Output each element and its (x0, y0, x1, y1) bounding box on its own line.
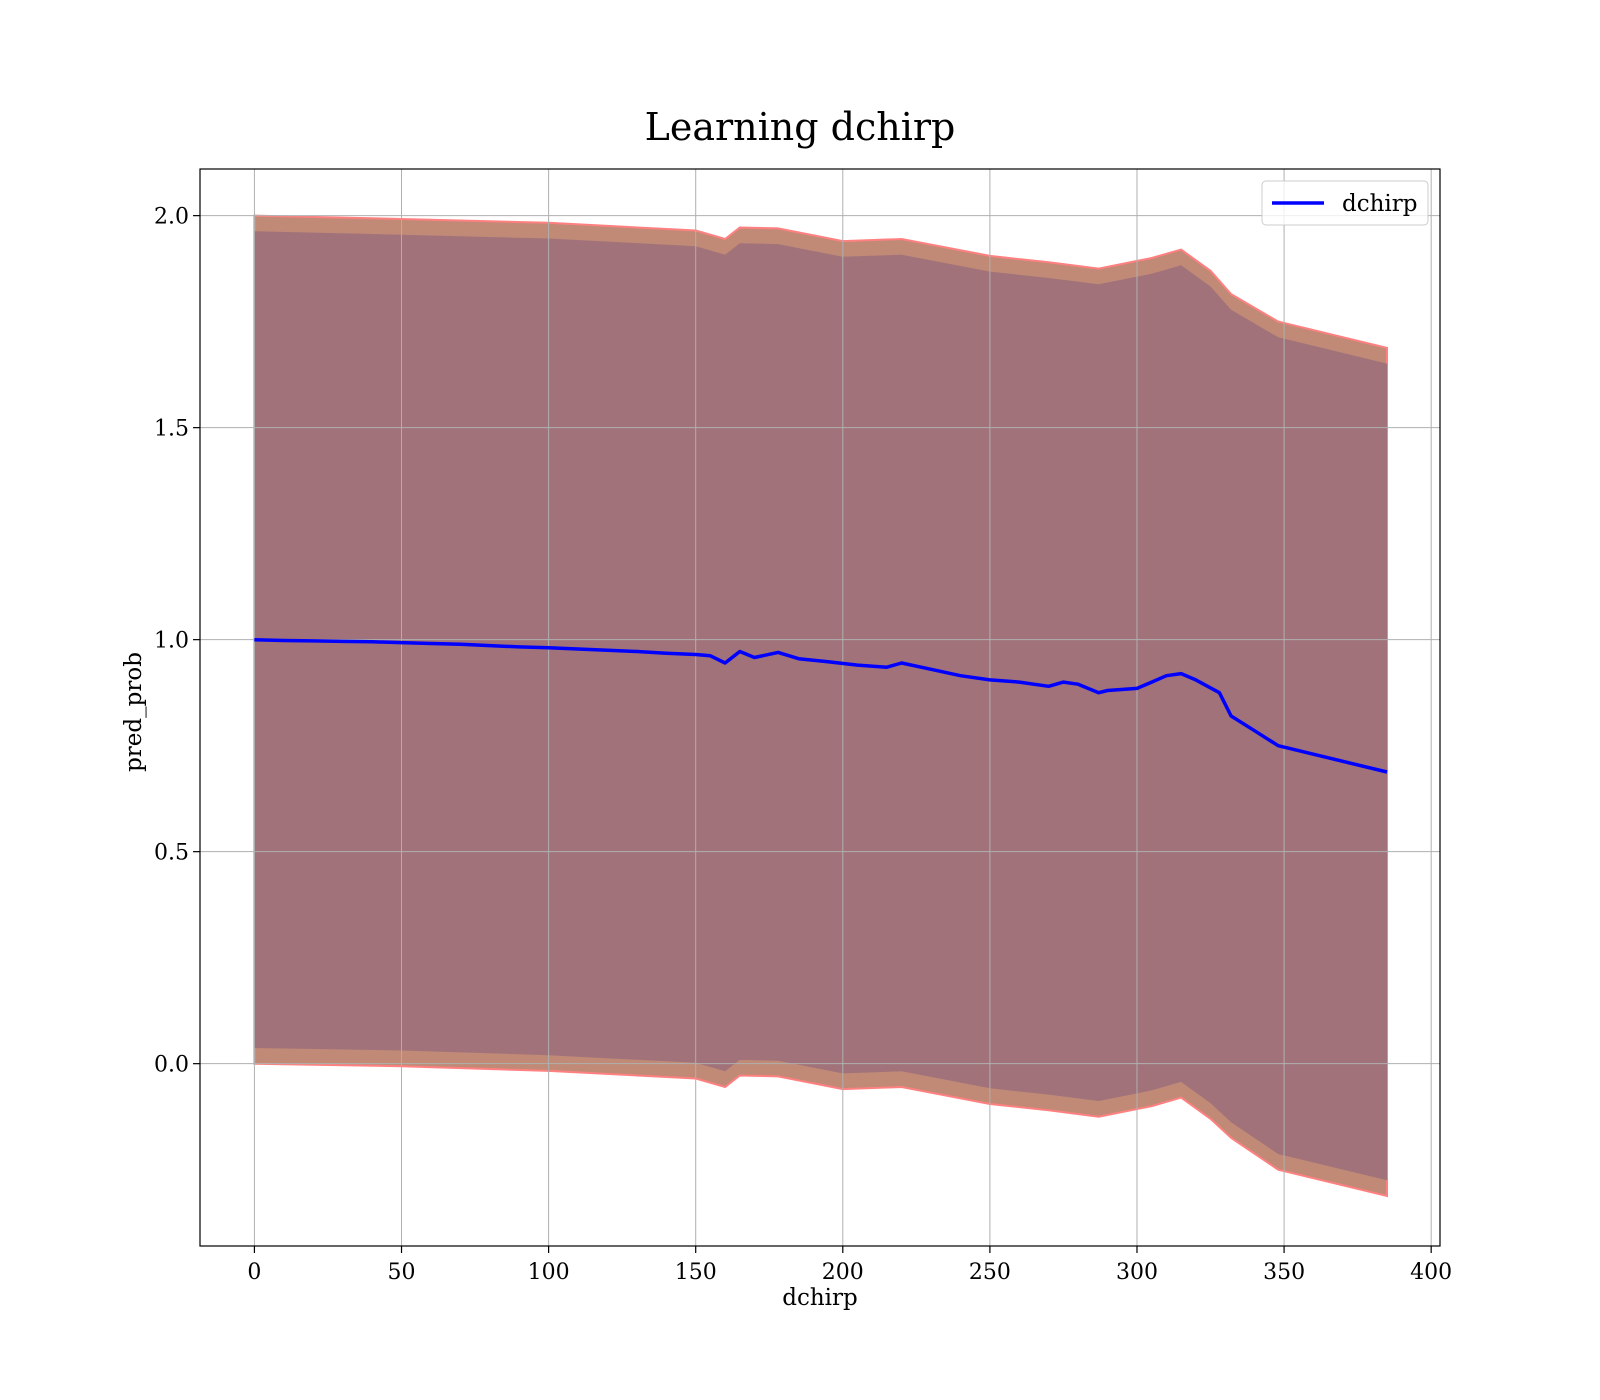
x-tick-label: 300 (1116, 1260, 1158, 1285)
plot-area: 0 50 100 150 200 250 300 350 400 0.0 0.5 1.0 1.5 2.0 d… (154, 168, 1452, 1285)
x-tick-label: 50 (388, 1260, 416, 1285)
y-tick-label: 2.0 (154, 205, 189, 230)
x-tick-label: 250 (969, 1260, 1011, 1285)
series-line-dchirp (254, 637, 1388, 774)
y-tick-label: 0.0 (154, 1053, 189, 1078)
chart-title: Learning dchirp (645, 105, 956, 149)
legend-box (1261, 180, 1429, 226)
x-tick-label: 350 (1263, 1260, 1305, 1285)
plot-frame (199, 168, 1441, 1247)
x-axis-label: dchirp (782, 1285, 858, 1311)
x-tick-label: 150 (675, 1260, 717, 1285)
x-tick-label: 100 (528, 1260, 570, 1285)
y-tick-label: 1.0 (154, 629, 189, 654)
inner-confidence-band (254, 231, 1387, 1181)
y-axis-label: pred_prob (121, 652, 147, 772)
x-tick-label: 0 (247, 1260, 261, 1285)
legend-label: dchirp (1342, 191, 1418, 217)
x-tick-label: 200 (822, 1260, 864, 1285)
y-tick-label: 0.5 (154, 841, 189, 866)
x-tick-label: 400 (1410, 1260, 1452, 1285)
y-tick-label: 1.5 (154, 417, 189, 442)
